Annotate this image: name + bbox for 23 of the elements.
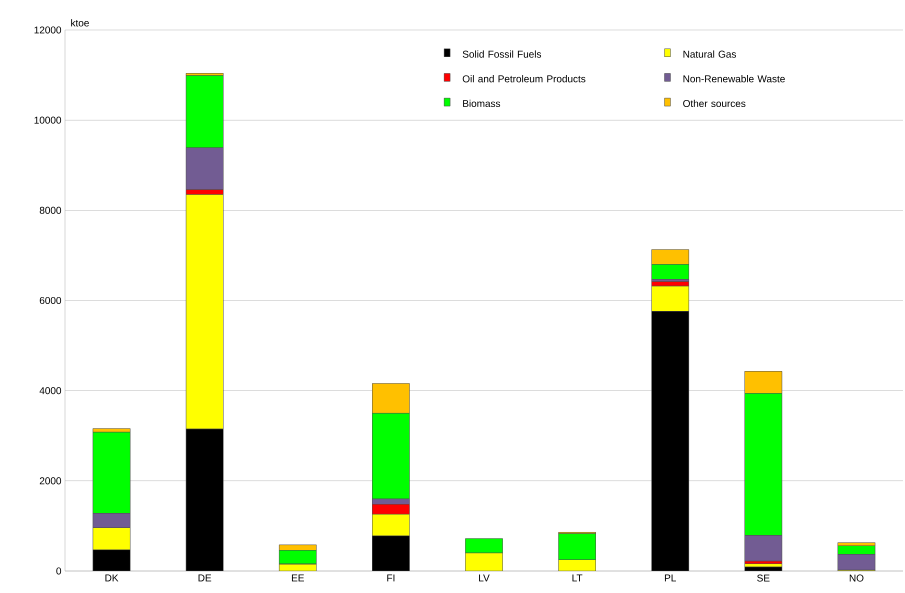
y-tick-label: 10000 (34, 116, 62, 124)
legend-label: Other sources (683, 100, 746, 108)
y-tick-label: 12000 (34, 26, 62, 34)
y-tick-label: 4000 (40, 387, 62, 394)
x-tick-label: SE (757, 574, 770, 582)
y-axis-title: ktoe (71, 19, 89, 26)
legend-label: Biomass (463, 100, 500, 108)
x-tick-label: EE (292, 574, 304, 582)
y-tick-label: 2000 (40, 477, 62, 484)
legend-label: Non-Renewable Waste (683, 75, 785, 82)
x-tick-label: LT (572, 574, 582, 582)
x-tick-label: PL (664, 574, 676, 582)
x-tick-label: LV (479, 574, 490, 582)
legend-label: Oil and Petroleum Products (462, 75, 586, 82)
legend-label: Solid Fossil Fuels (462, 50, 542, 58)
x-tick-label: FI (387, 574, 394, 582)
x-tick-label: NO (850, 574, 864, 582)
y-tick-label: 6000 (40, 296, 62, 304)
legend-label: Natural Gas (683, 50, 736, 58)
y-tick-label: 0 (56, 567, 62, 575)
x-tick-label: DK (105, 574, 118, 582)
x-tick-label: DE (198, 574, 212, 582)
y-tick-label: 8000 (40, 206, 62, 214)
